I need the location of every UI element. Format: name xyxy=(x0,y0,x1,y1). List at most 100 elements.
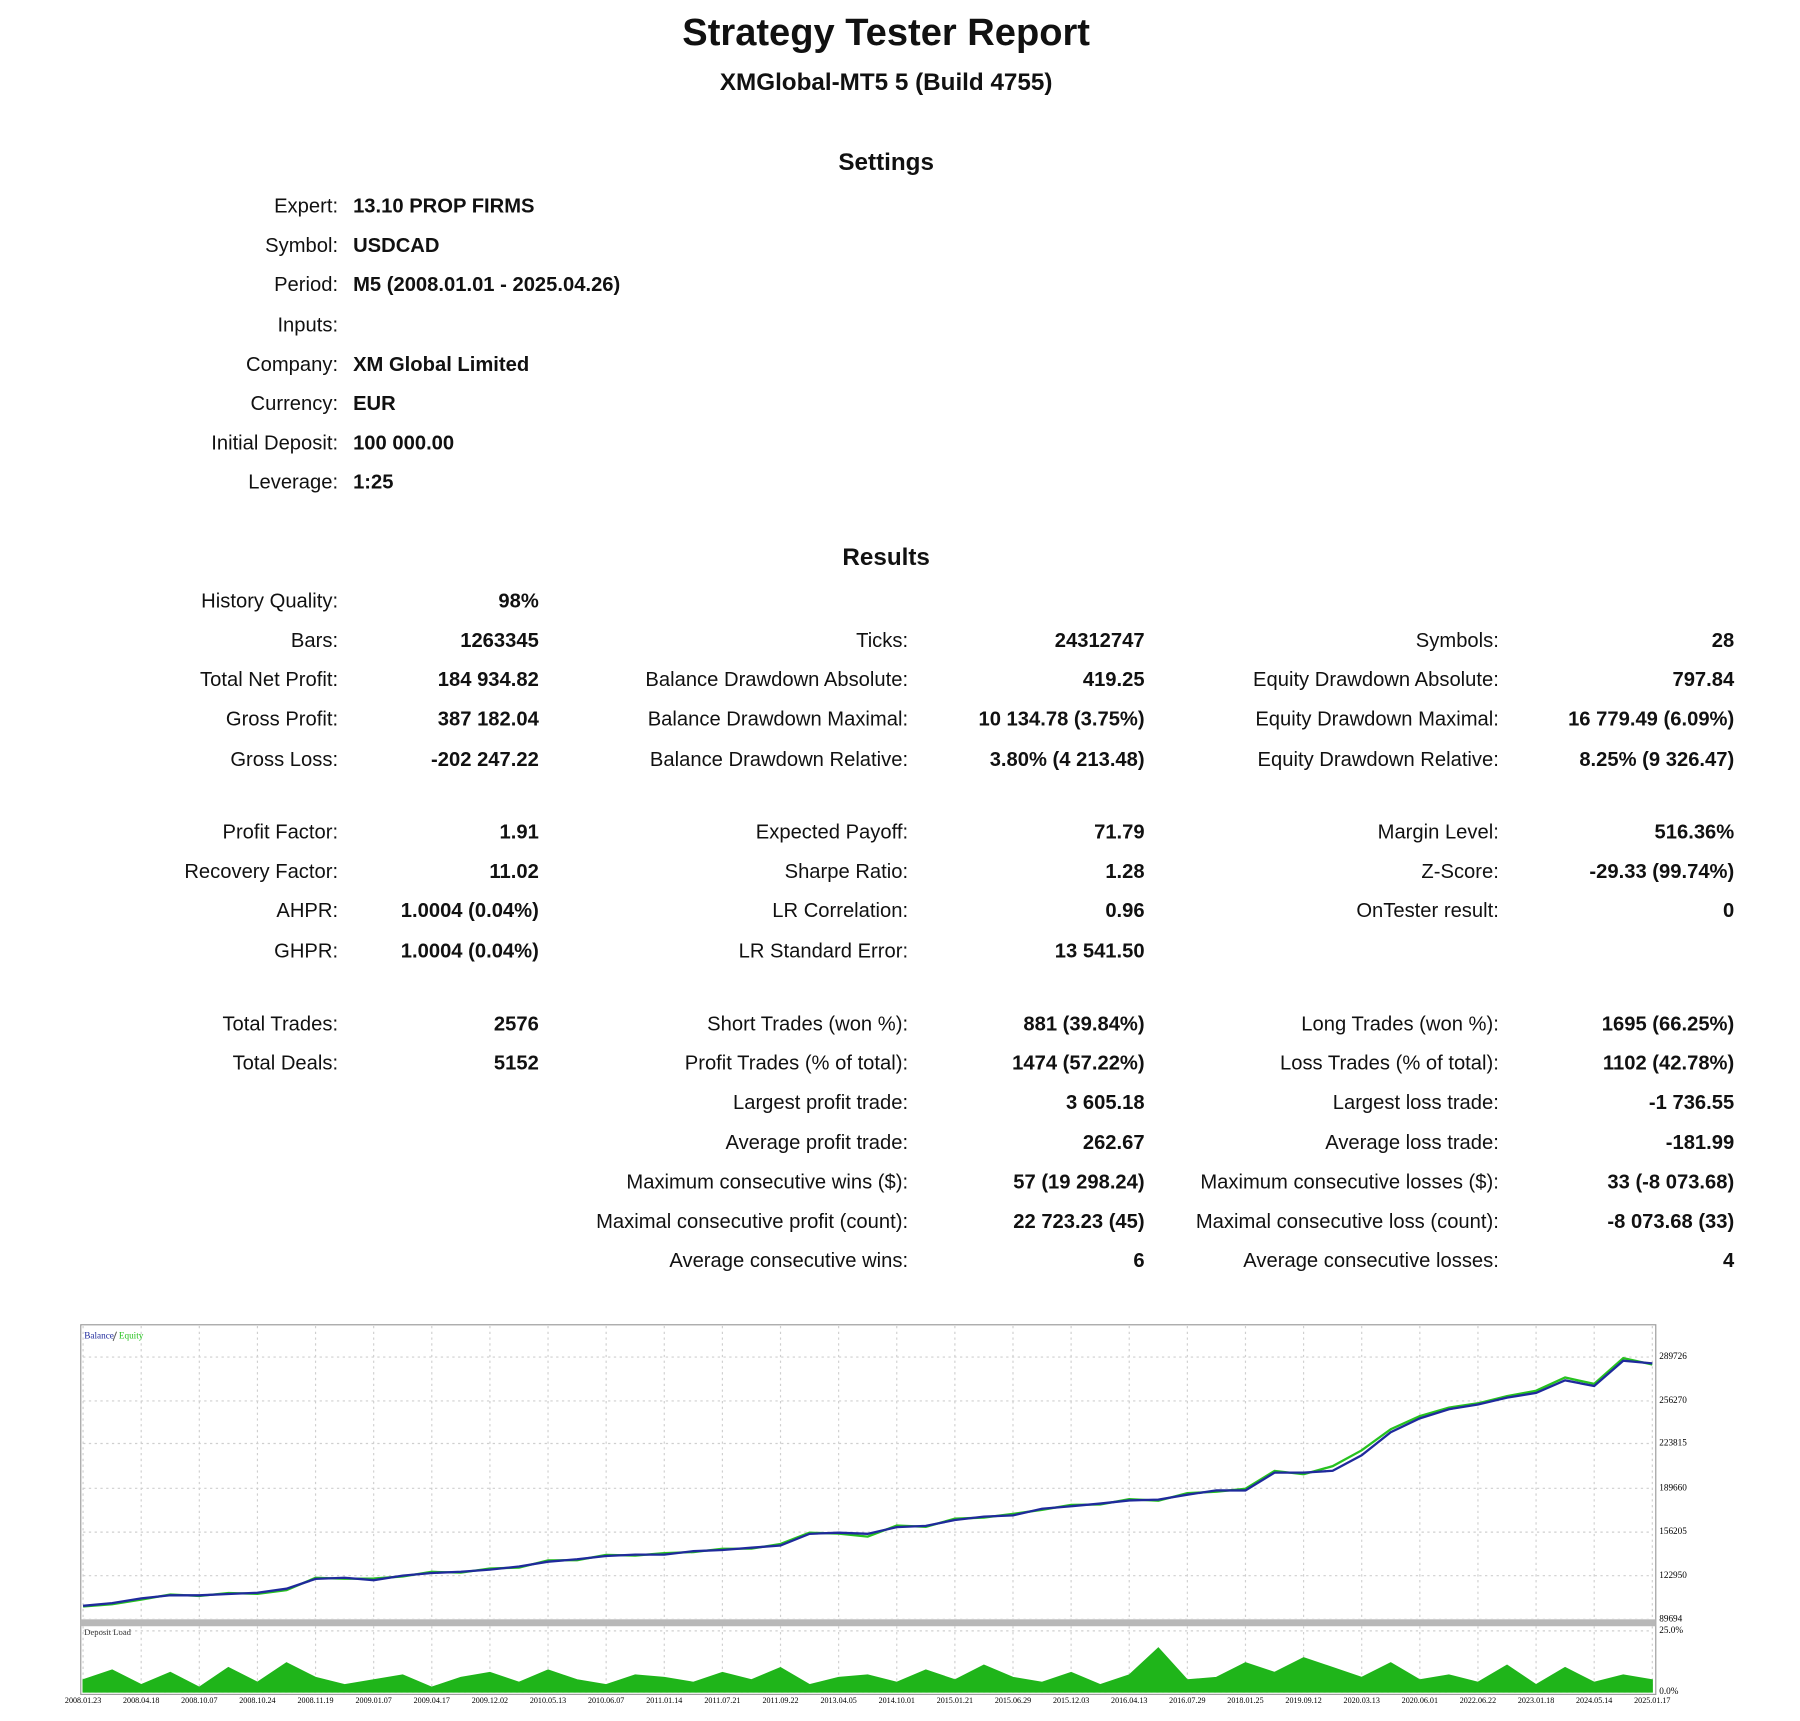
x-tick-label: 2008.10.07 xyxy=(181,1696,217,1705)
x-tick-label: 2020.03.13 xyxy=(1344,1696,1380,1705)
x-tick-label: 2020.06.01 xyxy=(1402,1696,1438,1705)
result-label: Average consecutive wins: xyxy=(669,1248,909,1272)
result-label: LR Correlation: xyxy=(772,898,909,922)
setting-label: Expert: xyxy=(274,194,339,218)
result-value: 516.36% xyxy=(1654,820,1735,844)
result-value: 28 xyxy=(1711,628,1735,652)
pane-separator xyxy=(80,1619,1656,1627)
result-value: 6 xyxy=(1133,1248,1145,1272)
x-tick-label: 2008.01.23 xyxy=(65,1696,101,1705)
x-tick-label: 2022.06.22 xyxy=(1460,1696,1496,1705)
deposit-area xyxy=(82,1647,1653,1693)
result-label: LR Standard Error: xyxy=(738,939,909,963)
result-label: Total Trades: xyxy=(222,1011,339,1035)
result-label: Equity Drawdown Absolute: xyxy=(1253,667,1499,691)
x-tick-label: 2015.12.03 xyxy=(1053,1696,1089,1705)
x-tick-label: 2023.01.18 xyxy=(1518,1696,1554,1705)
result-label: Maximal consecutive loss (count): xyxy=(1195,1209,1499,1233)
y-tick-label: 156205 xyxy=(1659,1526,1687,1536)
result-value: 1.0004 (0.04%) xyxy=(400,939,539,963)
result-label: Equity Drawdown Maximal: xyxy=(1255,706,1499,730)
legend-separator xyxy=(112,1331,117,1342)
setting-label: Period: xyxy=(274,273,339,297)
result-value: 24312747 xyxy=(1054,628,1145,652)
x-tick-label: 2016.07.29 xyxy=(1169,1696,1205,1705)
x-tick-label: 2015.01.21 xyxy=(937,1696,973,1705)
result-value: 184 934.82 xyxy=(437,667,539,691)
result-value: 1.91 xyxy=(499,820,539,844)
result-value: 419.25 xyxy=(1082,667,1145,691)
x-tick-label: 2010.05.13 xyxy=(530,1696,566,1705)
result-label: Bars: xyxy=(290,628,339,652)
x-tick-label: 2016.04.13 xyxy=(1111,1696,1147,1705)
result-value: -8 073.68 (33) xyxy=(1607,1209,1735,1233)
result-value: 8.25% (9 326.47) xyxy=(1579,747,1735,771)
x-tick-label: 2019.09.12 xyxy=(1285,1696,1321,1705)
result-value: 13 541.50 xyxy=(1054,939,1145,963)
result-label: Sharpe Ratio: xyxy=(784,859,909,883)
result-label: Recovery Factor: xyxy=(184,859,339,883)
y-tick-label: 122950 xyxy=(1659,1570,1687,1580)
y-tick-label: 189660 xyxy=(1659,1482,1687,1492)
y-tick-label: 289726 xyxy=(1659,1351,1687,1361)
result-value: 262.67 xyxy=(1082,1130,1145,1154)
x-tick-label: 2008.10.24 xyxy=(239,1696,275,1705)
result-value: -1 736.55 xyxy=(1648,1090,1735,1114)
result-value: 98% xyxy=(498,589,539,613)
chart-frame xyxy=(80,1324,1657,1695)
setting-label: Leverage: xyxy=(248,470,339,494)
result-value: 0.96 xyxy=(1105,898,1145,922)
setting-value: M5 (2008.01.01 - 2025.04.26) xyxy=(353,273,621,297)
x-tick-label: 2011.01.14 xyxy=(646,1696,682,1705)
result-value: -181.99 xyxy=(1665,1130,1735,1154)
result-label: Balance Drawdown Relative: xyxy=(649,747,909,771)
result-value: 2576 xyxy=(493,1011,539,1035)
result-label: Profit Trades (% of total): xyxy=(684,1051,909,1075)
x-tick-label: 2011.09.22 xyxy=(762,1696,798,1705)
result-value: 16 779.49 (6.09%) xyxy=(1568,706,1735,730)
x-tick-label: 2010.06.07 xyxy=(588,1696,624,1705)
result-value: 1263345 xyxy=(460,628,539,652)
result-label: Loss Trades (% of total): xyxy=(1279,1051,1499,1075)
result-label: Balance Drawdown Absolute: xyxy=(645,667,909,691)
x-tick-label: 2011.07.21 xyxy=(704,1696,740,1705)
setting-label: Initial Deposit: xyxy=(211,431,339,455)
result-value: 5152 xyxy=(493,1051,539,1075)
result-label: Total Deals: xyxy=(232,1051,339,1075)
result-label: Largest loss trade: xyxy=(1332,1090,1499,1114)
y-tick-label: 89694 xyxy=(1659,1613,1682,1623)
result-label: History Quality: xyxy=(201,589,339,613)
result-label: GHPR: xyxy=(274,939,339,963)
legend-entry: Balance xyxy=(84,1330,114,1340)
result-value: 0 xyxy=(1723,898,1735,922)
result-value: 1.0004 (0.04%) xyxy=(400,898,539,922)
x-tick-label: 2008.04.18 xyxy=(123,1696,159,1705)
setting-value: 13.10 PROP FIRMS xyxy=(353,194,535,218)
result-value: 797.84 xyxy=(1672,667,1735,691)
result-label: Average profit trade: xyxy=(725,1130,909,1154)
result-value: 881 (39.84%) xyxy=(1023,1011,1145,1035)
x-tick-label: 2025.01.17 xyxy=(1634,1696,1670,1705)
result-label: Z-Score: xyxy=(1421,859,1499,883)
result-value: 10 134.78 (3.75%) xyxy=(978,706,1145,730)
x-tick-label: 2008.11.19 xyxy=(298,1696,334,1705)
setting-value: 100 000.00 xyxy=(353,431,455,455)
x-tick-label: 2014.10.01 xyxy=(879,1696,915,1705)
result-value: 3 605.18 xyxy=(1066,1090,1145,1114)
result-value: 57 (19 298.24) xyxy=(1013,1170,1145,1194)
result-label: Symbols: xyxy=(1415,628,1499,652)
x-tick-label: 2024.05.14 xyxy=(1576,1696,1612,1705)
result-label: AHPR: xyxy=(276,898,339,922)
result-value: 1.28 xyxy=(1105,859,1145,883)
result-label: Expected Payoff: xyxy=(755,820,909,844)
result-label: Short Trades (won %): xyxy=(707,1011,909,1035)
result-label: Gross Loss: xyxy=(230,747,339,771)
y-tick-label: 256270 xyxy=(1659,1395,1687,1405)
result-value: 1102 (42.78%) xyxy=(1602,1051,1735,1075)
result-value: 387 182.04 xyxy=(437,706,539,730)
result-value: -202 247.22 xyxy=(431,747,539,771)
result-label: Gross Profit: xyxy=(225,706,339,730)
section-title: Settings xyxy=(838,148,934,176)
result-label: Margin Level: xyxy=(1377,820,1499,844)
result-label: Total Net Profit: xyxy=(200,667,339,691)
